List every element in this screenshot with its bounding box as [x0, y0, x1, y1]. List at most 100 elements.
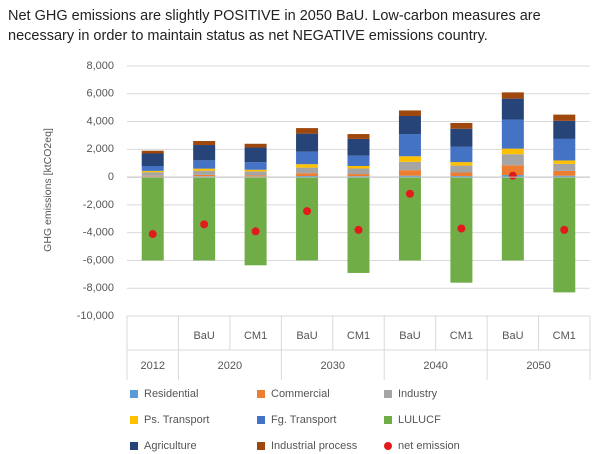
bar-segment [296, 164, 319, 168]
y-tick-label: 8,000 [86, 60, 114, 72]
y-tick-label: 4,000 [86, 115, 114, 127]
bar-segment [398, 177, 421, 261]
chart-title: Net GHG emissions are slightly POSITIVE … [8, 8, 541, 44]
y-tick-label: -8,000 [83, 282, 114, 294]
bar-segment [296, 151, 319, 165]
group-label: 2030 [321, 360, 345, 372]
x-tick-label: BaU [296, 330, 317, 342]
bar-segment [296, 177, 319, 261]
y-tick-label: -10,000 [77, 310, 114, 322]
bar-segment [398, 116, 421, 135]
bar-segment [141, 175, 164, 177]
net-marker [200, 220, 209, 229]
y-axis-label: GHG emissions [ktCO2eq] [42, 128, 54, 252]
bar-segment [193, 168, 216, 171]
x-tick-label: CM1 [450, 330, 473, 342]
bar-segment [244, 147, 267, 163]
bar-segment [501, 98, 524, 120]
legend-label: Industry [398, 388, 438, 400]
legend-swatch [384, 442, 392, 450]
bar-segment [553, 175, 576, 178]
bar-segment [450, 128, 473, 147]
legend-swatch [257, 416, 265, 424]
bar-segment [141, 150, 164, 154]
bar-segment [244, 177, 267, 266]
bar-segment [450, 172, 473, 176]
bar-segment [296, 176, 319, 178]
bar-segment [347, 174, 370, 177]
y-tick-label: 2,000 [86, 143, 114, 155]
net-marker [508, 171, 517, 180]
bar-segment [398, 170, 421, 176]
net-marker [251, 227, 260, 236]
legend-label: Industrial process [271, 440, 358, 452]
bar-segment [501, 148, 524, 155]
x-tick-label: BaU [502, 330, 523, 342]
bar-segment [296, 173, 319, 176]
bar-segment [398, 175, 421, 178]
legend-label: net emission [398, 440, 460, 452]
bar-segment [347, 134, 370, 139]
legend-swatch [384, 416, 392, 424]
x-tick-label: CM1 [244, 330, 267, 342]
y-tick-label: -6,000 [83, 254, 114, 266]
x-tick-label: BaU [193, 330, 214, 342]
y-tick-label: 0 [108, 171, 114, 183]
bar-segment [296, 133, 319, 152]
bar-segment [450, 165, 473, 173]
bar-segment [193, 160, 216, 169]
legend-swatch [130, 442, 138, 450]
bar-segment [501, 165, 524, 176]
net-marker [560, 225, 569, 234]
bar-segment [244, 171, 267, 176]
bar-segment [501, 177, 524, 261]
bar-segment [193, 174, 216, 177]
bar-segment [347, 166, 370, 169]
bar-segment [244, 175, 267, 177]
net-marker [303, 207, 312, 216]
bar-segment [193, 145, 216, 161]
net-marker [148, 230, 157, 239]
group-label: 2040 [423, 360, 447, 372]
bar-segment [141, 177, 164, 261]
bar-segment [553, 160, 576, 164]
bar-segment [450, 162, 473, 166]
bar-segment [398, 110, 421, 116]
legend-label: Residential [144, 388, 198, 400]
bar-segment [501, 154, 524, 166]
bar-segment [450, 122, 473, 129]
bar-segment [141, 172, 164, 176]
legend-swatch [384, 390, 392, 398]
bar-segment [347, 155, 370, 166]
legend-swatch [130, 416, 138, 424]
bar-segment [347, 177, 370, 273]
x-tick-label: CM1 [553, 330, 576, 342]
bar-segment [450, 176, 473, 178]
y-tick-label: -4,000 [83, 227, 114, 239]
bar-segment [296, 167, 319, 174]
bar-segment [141, 166, 164, 171]
bar-segment [398, 161, 421, 171]
group-label: 2050 [526, 360, 550, 372]
bar-segment [141, 170, 164, 173]
bar-segment [398, 156, 421, 162]
legend-label: Agriculture [144, 440, 197, 452]
bar-segment [347, 138, 370, 156]
bar-segment [193, 170, 216, 175]
legend-swatch [257, 390, 265, 398]
bar-segment [553, 114, 576, 121]
bar-segment [398, 134, 421, 157]
bar-segment [501, 119, 524, 149]
legend-swatch [257, 442, 265, 450]
y-tick-label: -2,000 [83, 199, 114, 211]
bar-segment [347, 168, 370, 175]
bar-segment [141, 153, 164, 166]
bar-segment [296, 128, 319, 134]
bar-segment [553, 138, 576, 161]
bar-segment [553, 163, 576, 171]
net-marker [457, 224, 466, 233]
bar-segment [553, 120, 576, 139]
net-marker [405, 189, 414, 198]
